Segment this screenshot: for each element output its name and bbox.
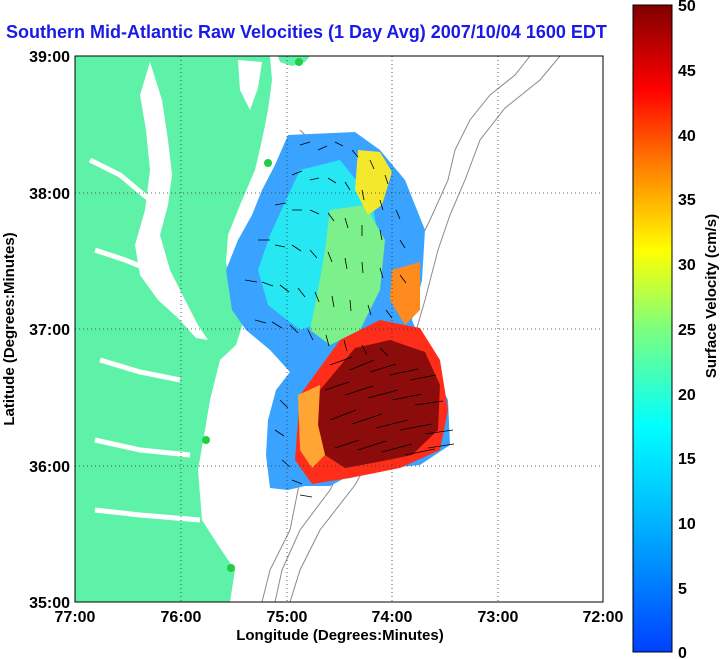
station-marker-4 — [227, 564, 235, 572]
x-tick-label: 74:00 — [372, 609, 413, 626]
velocity-vectors — [244, 141, 455, 498]
y-tick-label: 37:00 — [29, 322, 70, 339]
y-tick-label: 35:00 — [29, 595, 70, 612]
velocity-region-yellow — [355, 150, 392, 215]
colorbar-tick-label: 0 — [678, 645, 687, 659]
station-marker-1 — [295, 58, 303, 66]
land-upper-right — [278, 56, 310, 66]
x-tick-labels: 77:00 76:00 75:00 74:00 73:00 72:00 — [55, 609, 624, 626]
bathymetry-contour-deep — [289, 56, 561, 602]
x-tick-label: 75:00 — [267, 609, 308, 626]
y-tick-label: 36:00 — [29, 459, 70, 476]
station-marker-2 — [264, 159, 272, 167]
colorbar-tick-label: 20 — [678, 387, 696, 404]
y-tick-labels: 39:00 38:00 37:00 36:00 35:00 — [29, 49, 70, 612]
colorbar: 50 45 40 35 30 25 20 15 10 5 0 Surface V… — [632, 0, 720, 659]
colorbar-tick-label: 40 — [678, 128, 696, 145]
colorbar-tick-label: 35 — [678, 192, 696, 209]
colorbar-tick-label: 30 — [678, 257, 696, 274]
x-tick-label: 72:00 — [583, 609, 624, 626]
surface-velocity-field — [226, 132, 455, 498]
velocity-region-orange — [390, 262, 420, 325]
delaware-bay — [238, 60, 262, 110]
velocity-region-orange-edge — [298, 385, 325, 468]
colorbar-gradient — [632, 4, 673, 653]
velocity-region-green — [310, 205, 385, 345]
y-axis-label: Latitude (Degrees:Minutes) — [1, 232, 18, 425]
station-marker-3 — [202, 436, 210, 444]
y-tick-label: 38:00 — [29, 186, 70, 203]
velocity-region-dark-red — [318, 340, 440, 468]
map-frame — [74, 55, 604, 603]
colorbar-tick-label: 25 — [678, 322, 696, 339]
x-tick-label: 77:00 — [55, 609, 96, 626]
colorbar-tick-label: 45 — [678, 63, 696, 80]
river-estuary — [88, 157, 201, 523]
map-title: Southern Mid-Atlantic Raw Velocities (1 … — [6, 22, 607, 42]
x-tick-label: 73:00 — [478, 609, 519, 626]
colorbar-tick-label: 10 — [678, 516, 696, 533]
land-mainland — [75, 56, 272, 602]
colorbar-label: Surface Velocity (cm/s) — [703, 214, 720, 378]
colorbar-tick-label: 50 — [678, 0, 696, 15]
chesapeake-bay — [135, 62, 208, 340]
y-tick-label: 39:00 — [29, 49, 70, 66]
map-grid — [75, 56, 603, 602]
pamlico-sound — [200, 452, 240, 548]
x-tick-label: 76:00 — [161, 609, 202, 626]
x-axis-label: Longitude (Degrees:Minutes) — [236, 627, 444, 644]
colorbar-tick-label: 15 — [678, 451, 696, 468]
colorbar-tick-label: 5 — [678, 581, 687, 598]
